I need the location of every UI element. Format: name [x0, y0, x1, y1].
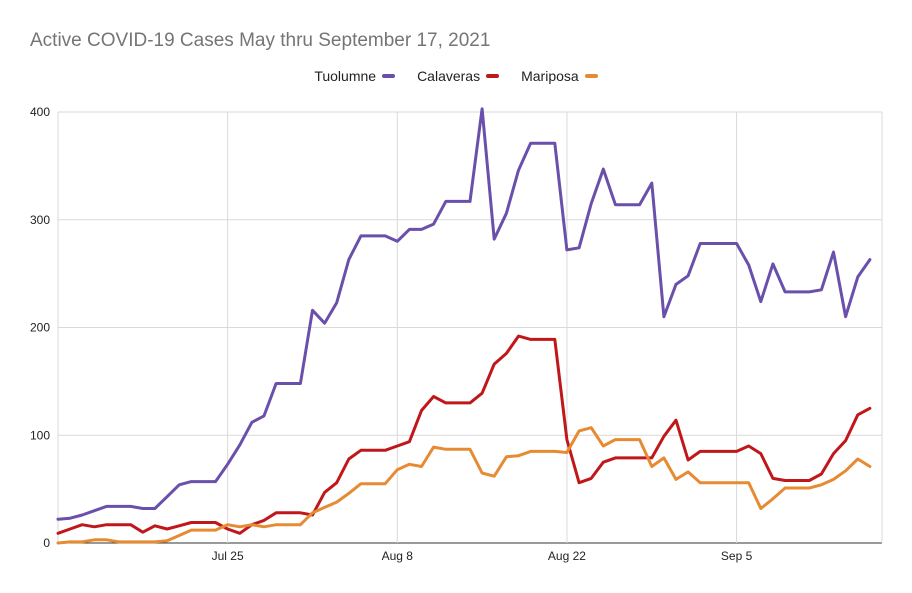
series-line-mariposa: [56, 426, 872, 545]
axis-tick-labels: 0 100 200 300 400 Jul 25 Aug 8 Aug 22 Sep 5: [30, 105, 753, 563]
gridlines: [57, 111, 883, 544]
x-tick-label: Sep 5: [721, 549, 753, 563]
legend-swatch-mariposa: [584, 74, 598, 78]
legend-swatch-calaveras: [486, 74, 500, 78]
x-tick-label: Aug 8: [382, 549, 414, 563]
chart-title: Active COVID-19 Cases May thru September…: [30, 30, 491, 51]
y-tick-label: 300: [30, 213, 50, 227]
series-line-calaveras: [56, 334, 872, 535]
legend: Tuolumne Calaveras Mariposa: [0, 68, 912, 84]
y-tick-label: 0: [43, 536, 50, 550]
x-tick-label: Aug 22: [548, 549, 586, 563]
legend-label-mariposa: Mariposa: [521, 68, 579, 84]
legend-item-mariposa: Mariposa: [521, 68, 598, 84]
legend-item-calaveras: Calaveras: [417, 68, 500, 84]
series-lines: [56, 107, 872, 545]
x-tick-label: Jul 25: [212, 549, 244, 563]
legend-label-tuolumne: Tuolumne: [314, 68, 377, 84]
y-tick-label: 400: [30, 105, 50, 119]
legend-item-tuolumne: Tuolumne: [314, 68, 396, 84]
series-line-tuolumne: [56, 107, 872, 521]
legend-swatch-tuolumne: [382, 74, 396, 78]
legend-label-calaveras: Calaveras: [417, 68, 481, 84]
y-tick-label: 200: [30, 321, 50, 335]
y-tick-label: 100: [30, 428, 50, 442]
